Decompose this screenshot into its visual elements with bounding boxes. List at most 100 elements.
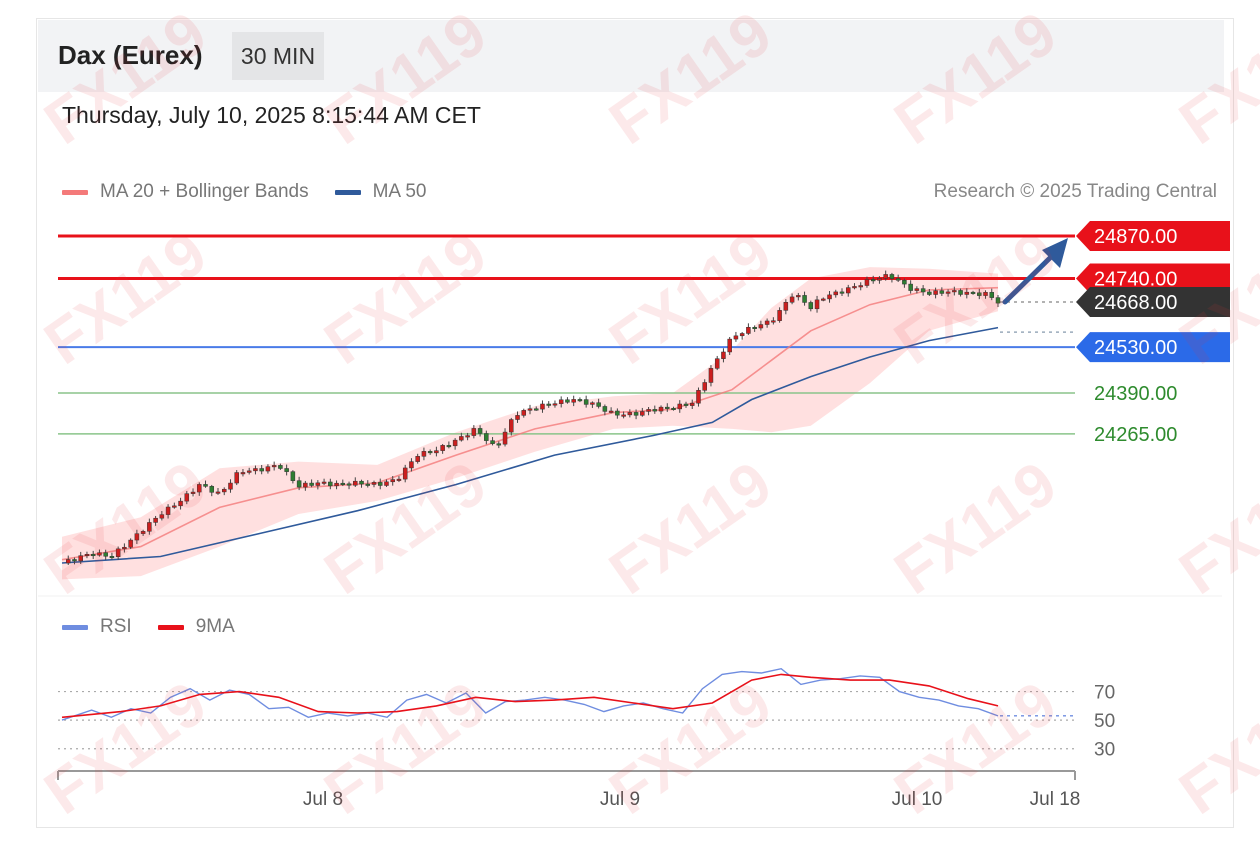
level-label-2: 24668.00 xyxy=(1094,292,1177,314)
candle-body xyxy=(621,414,626,417)
timeframe-button[interactable]: 30 MIN xyxy=(232,32,324,80)
candle-body xyxy=(515,415,520,420)
candle-body xyxy=(633,412,639,416)
candle-body xyxy=(496,443,502,446)
candle-body xyxy=(103,552,108,557)
watermark-text: FX119 xyxy=(313,219,499,378)
candle-body xyxy=(259,468,264,472)
forecast-arrow-head xyxy=(1042,238,1068,268)
candle-body xyxy=(122,546,127,550)
candle-body xyxy=(952,290,957,293)
candle-body xyxy=(571,399,576,403)
candle-body xyxy=(115,548,121,558)
candle-body xyxy=(134,533,140,541)
candle-body xyxy=(303,482,308,488)
candle-body xyxy=(702,382,707,391)
watermark-text: FX119 xyxy=(883,449,1069,608)
candle-body xyxy=(533,408,539,411)
ma20-line xyxy=(61,286,999,561)
candle-body xyxy=(958,290,963,295)
legend-label-rsi: RSI xyxy=(100,616,132,637)
candle-body xyxy=(577,399,583,402)
level-tag-1 xyxy=(1076,263,1230,294)
candle-body xyxy=(945,291,951,294)
candle-body xyxy=(65,559,71,564)
legend-swatch-9ma xyxy=(157,624,184,630)
candle-body xyxy=(315,482,321,486)
candle-body xyxy=(346,483,352,486)
candle-body xyxy=(128,539,133,548)
candle-body xyxy=(914,288,920,291)
candle-body xyxy=(733,335,739,340)
bollinger-layer xyxy=(62,267,998,580)
candle-body xyxy=(84,554,90,557)
legend-swatch-rsi xyxy=(62,624,88,630)
candle-body xyxy=(109,556,115,559)
x-tick-label: Jul 8 xyxy=(303,789,343,810)
candle-body xyxy=(814,299,820,310)
candle-body xyxy=(521,410,527,416)
candle-body xyxy=(90,554,96,557)
candle-body xyxy=(221,488,227,493)
candle-body xyxy=(590,402,595,405)
main-legend: MA 20 + Bollinger Bands MA 50 xyxy=(62,181,452,203)
candle-body xyxy=(246,470,252,473)
candle-body xyxy=(509,419,514,433)
candle-body xyxy=(72,559,77,562)
candle-body xyxy=(739,333,745,337)
candle-body xyxy=(964,291,970,295)
candle-body xyxy=(384,481,389,486)
candle-body xyxy=(802,295,807,303)
candle-body xyxy=(97,552,102,556)
legend-item-ma50: MA 50 xyxy=(334,181,426,203)
candle-body xyxy=(153,517,158,523)
candle-body xyxy=(465,435,470,438)
candle-body xyxy=(721,351,726,359)
candle-body xyxy=(365,483,371,486)
candle-body xyxy=(215,491,221,494)
candle-body xyxy=(889,274,895,279)
candle-body xyxy=(434,450,439,454)
candle-body xyxy=(883,274,888,279)
level-label-0: 24870.00 xyxy=(1094,226,1177,248)
candle-body xyxy=(970,291,976,294)
candle-body xyxy=(646,409,651,412)
candle-body xyxy=(427,451,433,454)
candle-body xyxy=(409,461,414,469)
candle-body xyxy=(203,484,208,487)
candle-body xyxy=(540,403,545,410)
candle-body xyxy=(895,278,901,281)
candle-body xyxy=(546,403,551,406)
candle-body xyxy=(677,403,683,410)
candle-body xyxy=(147,522,152,532)
candle-body xyxy=(683,403,689,406)
candle-body xyxy=(159,514,165,519)
candle-body xyxy=(371,482,377,485)
forecast-arrow-shaft xyxy=(1002,252,1056,305)
watermark-text: FX119 xyxy=(598,669,784,828)
candle-body xyxy=(627,412,633,416)
candle-body xyxy=(184,493,190,502)
forecast-arrow xyxy=(1002,238,1068,305)
ma50-line xyxy=(61,326,999,564)
candle-body xyxy=(696,390,701,404)
watermark-text: FX119 xyxy=(1168,449,1260,608)
candle-body xyxy=(640,411,645,416)
candle-body xyxy=(615,410,620,416)
candle-body xyxy=(758,324,764,329)
watermark-text: FX119 xyxy=(598,0,784,158)
candle-body xyxy=(377,482,383,486)
candle-body xyxy=(789,296,795,303)
candle-body xyxy=(596,402,601,407)
x-tick-label: Jul 10 xyxy=(892,789,943,810)
watermark-text: FX119 xyxy=(313,0,499,158)
level-tag-2 xyxy=(1076,287,1230,318)
x-tick-label: Jul 18 xyxy=(1030,789,1081,810)
candle-body xyxy=(808,302,814,310)
copyright-text: Research © 2025 Trading Central xyxy=(933,181,1217,202)
rsi-tick-label: 50 xyxy=(1094,711,1115,732)
watermark-text: FX119 xyxy=(1168,669,1260,828)
rsi-panel: 70 50 30 xyxy=(58,667,1115,761)
